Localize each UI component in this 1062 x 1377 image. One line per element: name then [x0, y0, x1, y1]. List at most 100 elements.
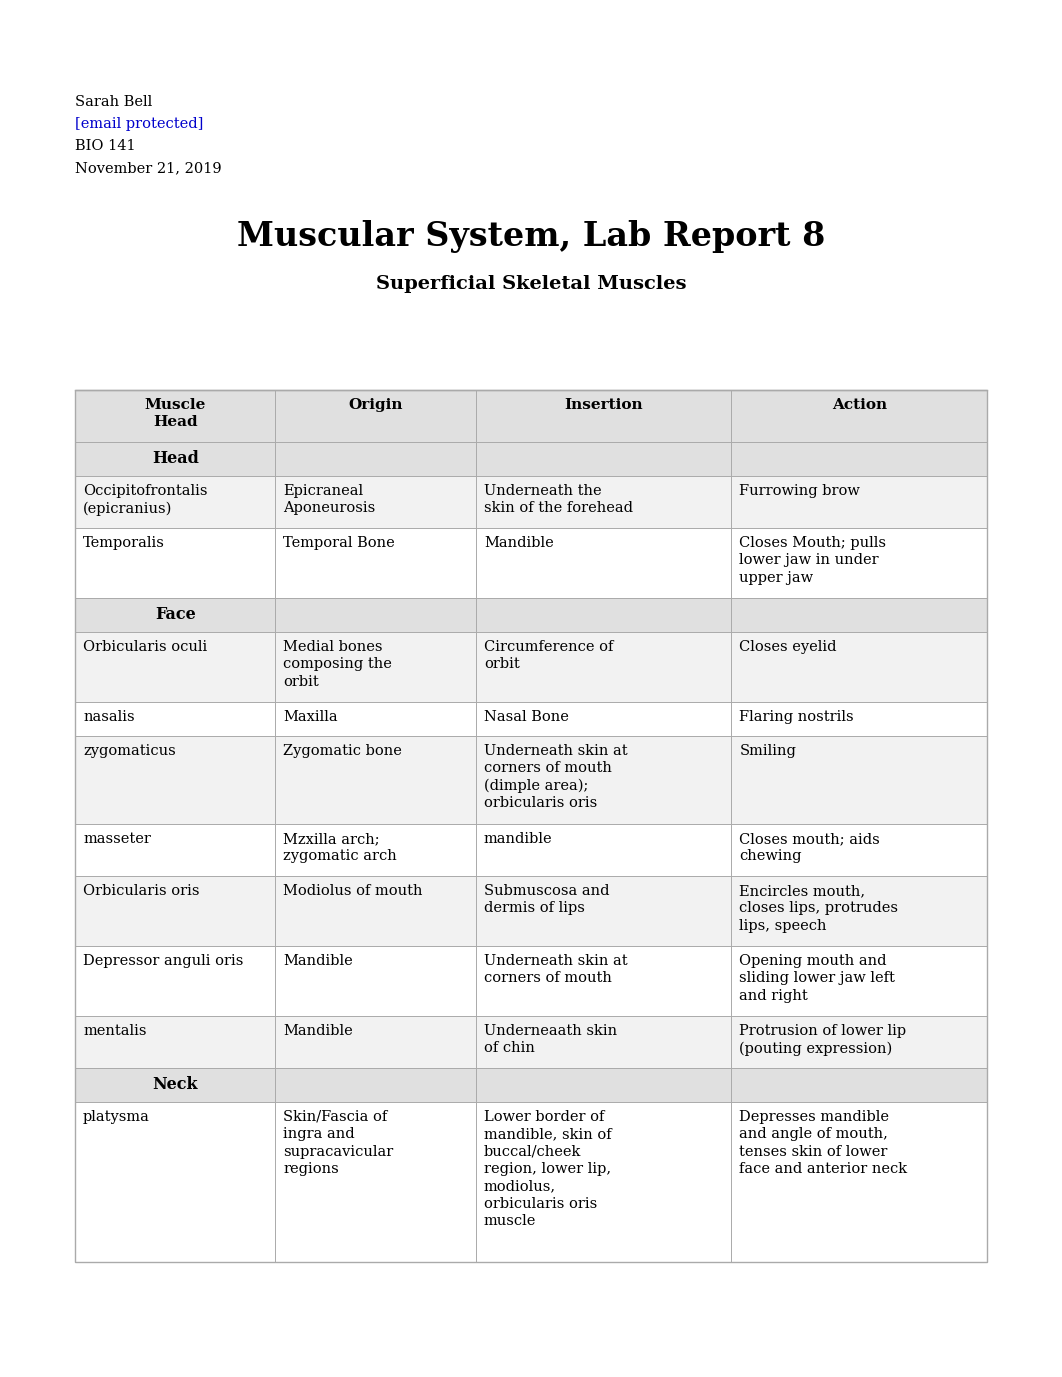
Text: Smiling: Smiling	[739, 744, 796, 757]
Text: Insertion: Insertion	[564, 398, 643, 412]
Text: Protrusion of lower lip
(pouting expression): Protrusion of lower lip (pouting express…	[739, 1024, 907, 1056]
Text: [email protected]: [email protected]	[75, 117, 204, 131]
Bar	[275, 527, 476, 598]
Text: Maxilla: Maxilla	[284, 711, 338, 724]
Bar	[75, 527, 275, 598]
Text: Temporal Bone: Temporal Bone	[284, 536, 395, 549]
Bar	[75, 442, 987, 476]
Text: Opening mouth and
sliding lower jaw left
and right: Opening mouth and sliding lower jaw left…	[739, 954, 895, 1002]
Text: Depresses mandible
and angle of mouth,
tenses skin of lower
face and anterior ne: Depresses mandible and angle of mouth, t…	[739, 1110, 908, 1176]
Text: Head: Head	[152, 450, 199, 467]
Bar	[476, 946, 732, 1016]
Text: Circumference of
orbit: Circumference of orbit	[484, 640, 613, 672]
Bar	[732, 823, 987, 876]
Bar	[75, 876, 275, 946]
Text: Origin: Origin	[348, 398, 402, 412]
Text: Lower border of
mandible, skin of
buccal/cheek
region, lower lip,
modiolus,
orbi: Lower border of mandible, skin of buccal…	[484, 1110, 612, 1228]
Bar	[732, 476, 987, 527]
Text: zygomaticus: zygomaticus	[83, 744, 175, 757]
Bar	[732, 1016, 987, 1069]
Text: Mandible: Mandible	[284, 1024, 354, 1038]
Bar	[476, 632, 732, 702]
Text: Mandible: Mandible	[484, 536, 553, 549]
Text: Underneaath skin
of chin: Underneaath skin of chin	[484, 1024, 617, 1055]
Bar	[75, 476, 275, 527]
Text: Orbicularis oris: Orbicularis oris	[83, 884, 200, 898]
Bar	[476, 527, 732, 598]
Bar	[75, 735, 275, 823]
Text: Orbicularis oculi: Orbicularis oculi	[83, 640, 207, 654]
Bar	[732, 1102, 987, 1261]
Bar	[476, 1102, 732, 1261]
Text: Skin/Fascia of
ingra and
supracavicular
regions: Skin/Fascia of ingra and supracavicular …	[284, 1110, 394, 1176]
Text: mentalis: mentalis	[83, 1024, 147, 1038]
Bar	[75, 946, 275, 1016]
Text: Temporalis: Temporalis	[83, 536, 165, 549]
Text: Nasal Bone: Nasal Bone	[484, 711, 569, 724]
Text: Mandible: Mandible	[284, 954, 354, 968]
Bar	[732, 527, 987, 598]
Bar	[75, 1069, 987, 1102]
Bar	[275, 702, 476, 735]
Text: Occipitofrontalis
(epicranius): Occipitofrontalis (epicranius)	[83, 483, 207, 516]
Text: Underneath the
skin of the forehead: Underneath the skin of the forehead	[484, 483, 633, 515]
Bar	[75, 632, 275, 702]
Bar	[75, 1102, 275, 1261]
Text: Epicraneal
Aponeurosis: Epicraneal Aponeurosis	[284, 483, 376, 515]
Text: Action: Action	[832, 398, 887, 412]
Text: November 21, 2019: November 21, 2019	[75, 161, 222, 175]
Bar	[75, 598, 987, 632]
Text: Neck: Neck	[153, 1075, 198, 1093]
Text: nasalis: nasalis	[83, 711, 135, 724]
Text: Underneath skin at
corners of mouth: Underneath skin at corners of mouth	[484, 954, 628, 986]
Text: Medial bones
composing the
orbit: Medial bones composing the orbit	[284, 640, 392, 688]
Bar	[275, 476, 476, 527]
Bar	[75, 390, 987, 1261]
Text: Zygomatic bone: Zygomatic bone	[284, 744, 402, 757]
Text: Modiolus of mouth: Modiolus of mouth	[284, 884, 423, 898]
Text: Face: Face	[155, 606, 195, 622]
Text: Closes eyelid: Closes eyelid	[739, 640, 837, 654]
Bar	[476, 876, 732, 946]
Bar	[275, 946, 476, 1016]
Text: BIO 141: BIO 141	[75, 139, 136, 153]
Bar	[275, 632, 476, 702]
Bar	[732, 390, 987, 442]
Bar	[275, 1016, 476, 1069]
Text: Furrowing brow: Furrowing brow	[739, 483, 860, 498]
Text: Underneath skin at
corners of mouth
(dimple area);
orbicularis oris: Underneath skin at corners of mouth (dim…	[484, 744, 628, 811]
Bar	[732, 946, 987, 1016]
Bar	[476, 735, 732, 823]
Text: platysma: platysma	[83, 1110, 150, 1124]
Bar	[75, 390, 275, 442]
Bar	[275, 1102, 476, 1261]
Bar	[275, 390, 476, 442]
Bar	[476, 390, 732, 442]
Text: Closes mouth; aids
chewing: Closes mouth; aids chewing	[739, 832, 880, 863]
Bar	[732, 702, 987, 735]
Text: Closes Mouth; pulls
lower jaw in under
upper jaw: Closes Mouth; pulls lower jaw in under u…	[739, 536, 887, 585]
Text: Encircles mouth,
closes lips, protrudes
lips, speech: Encircles mouth, closes lips, protrudes …	[739, 884, 898, 932]
Text: Flaring nostrils: Flaring nostrils	[739, 711, 854, 724]
Text: masseter: masseter	[83, 832, 151, 845]
Text: Depressor anguli oris: Depressor anguli oris	[83, 954, 243, 968]
Bar	[75, 702, 275, 735]
Text: Muscular System, Lab Report 8: Muscular System, Lab Report 8	[237, 220, 825, 253]
Text: Muscle
Head: Muscle Head	[144, 398, 206, 430]
Bar	[75, 1016, 275, 1069]
Bar	[275, 823, 476, 876]
Bar	[275, 735, 476, 823]
Bar	[476, 702, 732, 735]
Text: Mzxilla arch;
zygomatic arch: Mzxilla arch; zygomatic arch	[284, 832, 397, 863]
Bar	[732, 632, 987, 702]
Bar	[476, 476, 732, 527]
Text: Sarah Bell: Sarah Bell	[75, 95, 152, 109]
Text: Superficial Skeletal Muscles: Superficial Skeletal Muscles	[376, 275, 686, 293]
Text: Submuscosa and
dermis of lips: Submuscosa and dermis of lips	[484, 884, 610, 916]
Bar	[732, 876, 987, 946]
Bar	[476, 823, 732, 876]
Text: mandible: mandible	[484, 832, 552, 845]
Bar	[732, 735, 987, 823]
Bar	[275, 876, 476, 946]
Bar	[476, 1016, 732, 1069]
